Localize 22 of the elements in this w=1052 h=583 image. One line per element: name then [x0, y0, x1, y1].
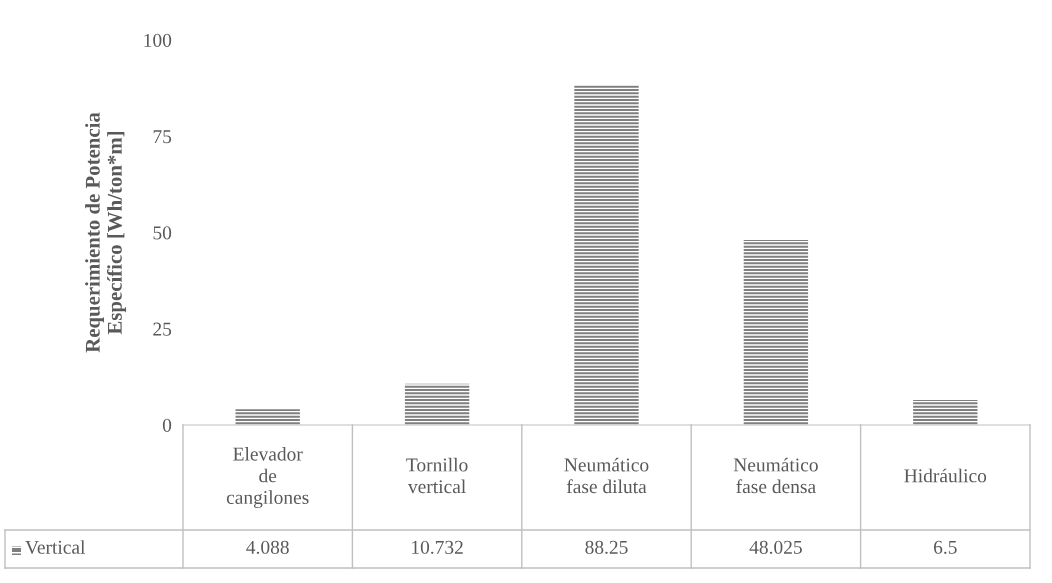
y-tick-label: 0	[162, 418, 172, 432]
text: Vertical	[25, 540, 86, 554]
x-tick-label: Elevador de cangilones	[226, 446, 309, 509]
y-tick-label: 25	[153, 322, 172, 336]
x-tick-label: Neumático fase densa	[733, 457, 818, 494]
y-tick-label: 50	[153, 226, 172, 240]
y-tick-label: 100	[144, 33, 172, 47]
bar	[913, 399, 978, 425]
y-tick-label: 75	[153, 130, 172, 144]
data-label: 10.732	[412, 540, 463, 554]
data-label: 4.088	[246, 540, 289, 554]
bar	[235, 409, 300, 425]
bar	[574, 85, 639, 425]
bar	[743, 240, 809, 425]
data-label: 6.5	[933, 540, 957, 554]
x-tick-label: Hidráulico	[904, 468, 987, 483]
x-tick-label: Tornillo vertical	[406, 457, 468, 494]
x-tick-label: Neumático fase diluta	[564, 457, 649, 494]
bar	[404, 383, 470, 425]
y-axis-title: Requerimiento de Potencia Específico [Wh/ton*m]	[85, 112, 127, 353]
data-label: 48.025	[749, 540, 802, 554]
data-label: 88.25	[585, 540, 628, 554]
